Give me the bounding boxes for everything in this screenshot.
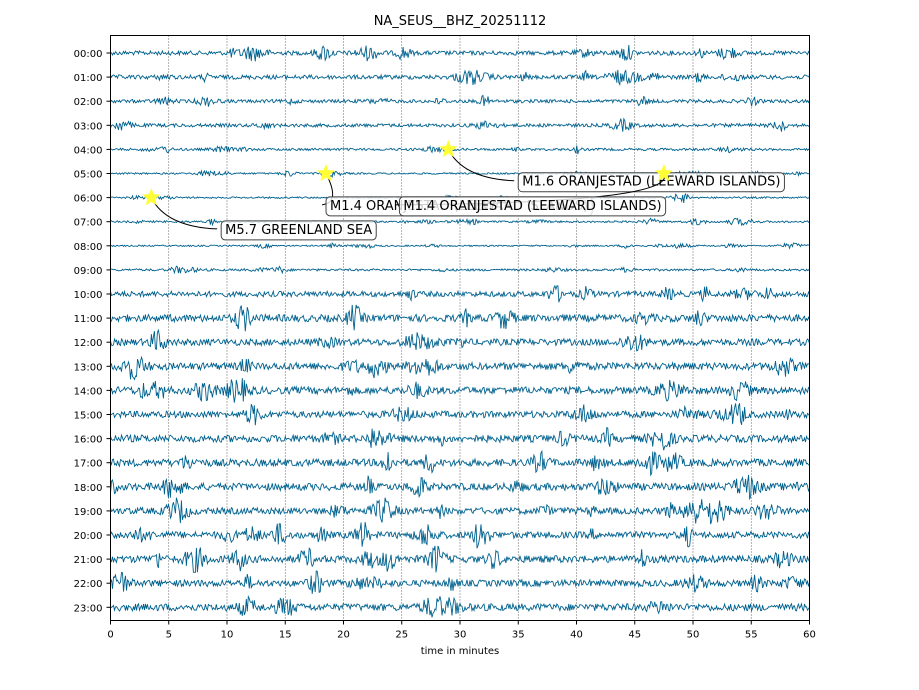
trace-row-08:00	[110, 242, 810, 250]
x-tick-label-15: 15	[279, 630, 292, 641]
trace-row-14:00	[110, 378, 810, 403]
trace-row-11:00	[110, 304, 810, 332]
row-label-07:00: 07:00	[74, 218, 103, 229]
trace-row-00:00	[110, 44, 810, 62]
x-tick-label-25: 25	[395, 630, 408, 641]
event-star	[439, 139, 458, 158]
row-label-23:00: 23:00	[74, 603, 103, 614]
row-label-17:00: 17:00	[74, 459, 103, 470]
event-label-box	[517, 172, 785, 193]
x-tick-label-45: 45	[628, 630, 641, 641]
trace-row-19:00	[110, 497, 810, 525]
event-label: M1.4 ORANJESTAD (LEEWARD ISLANDS)	[403, 199, 661, 214]
row-label-03:00: 03:00	[74, 121, 103, 132]
row-label-10:00: 10:00	[74, 290, 103, 301]
event-label-box	[398, 196, 667, 217]
x-axis-label: time in minutes	[421, 646, 500, 657]
trace-row-02:00	[110, 94, 810, 107]
trace-group	[110, 44, 810, 618]
x-tick-label-30: 30	[454, 630, 467, 641]
row-label-05:00: 05:00	[74, 170, 103, 181]
event-star	[142, 187, 161, 206]
row-label-09:00: 09:00	[74, 266, 103, 277]
x-tick-label-5: 5	[166, 630, 172, 641]
row-label-00:00: 00:00	[74, 49, 103, 60]
x-tick-label-10: 10	[221, 630, 234, 641]
row-label-08:00: 08:00	[74, 242, 103, 253]
trace-row-09:00	[110, 265, 810, 275]
x-tick-label-40: 40	[570, 630, 583, 641]
row-label-13:00: 13:00	[74, 362, 103, 373]
x-tick-label-20: 20	[337, 630, 350, 641]
x-tick-label-0: 0	[107, 630, 113, 641]
x-tick-label-55: 55	[745, 630, 758, 641]
row-label-15:00: 15:00	[74, 411, 103, 422]
trace-row-01:00	[110, 69, 810, 87]
row-label-20:00: 20:00	[74, 531, 103, 542]
row-label-01:00: 01:00	[74, 73, 103, 84]
trace-row-17:00	[110, 449, 810, 477]
event-star	[654, 163, 674, 182]
row-label-12:00: 12:00	[74, 338, 103, 349]
x-tick-label-50: 50	[687, 630, 700, 641]
trace-row-04:00	[110, 145, 810, 155]
event-star	[316, 163, 336, 182]
event-label: M5.7 GREENLAND SEA	[225, 223, 372, 238]
row-label-18:00: 18:00	[74, 483, 103, 494]
row-label-14:00: 14:00	[74, 386, 103, 397]
x-tick-label-60: 60	[803, 630, 816, 641]
trace-row-13:00	[110, 355, 810, 381]
trace-row-15:00	[110, 403, 810, 426]
chart-title: NA_SEUS__BHZ_20251112	[374, 14, 547, 29]
event-markers: M1.6 ORANJESTAD (LEEWARD ISLANDS) M1.4 OR…	[142, 139, 785, 241]
row-label-02:00: 02:00	[74, 97, 103, 108]
trace-row-05:00	[110, 169, 810, 179]
row-label-04:00: 04:00	[74, 145, 103, 156]
plot-frame	[110, 35, 810, 621]
row-label-11:00: 11:00	[74, 314, 103, 325]
event-label-box	[220, 220, 377, 241]
event-connector	[150, 197, 218, 230]
row-label-21:00: 21:00	[74, 555, 103, 566]
trace-row-12:00	[110, 328, 810, 352]
row-label-06:00: 06:00	[74, 194, 103, 205]
trace-row-03:00	[110, 117, 810, 132]
trace-row-22:00	[110, 570, 810, 594]
trace-row-21:00	[110, 545, 810, 573]
x-tick-labels: 0 5 10 15 20 25 30 35 40 45 50 55 60	[107, 620, 816, 641]
trace-row-18:00	[110, 474, 810, 501]
row-label-22:00: 22:00	[74, 579, 103, 590]
event-connector	[447, 149, 515, 182]
event-label: M1.6 ORANJESTAD (LEEWARD ISLANDS)	[522, 175, 780, 190]
trace-row-10:00	[110, 284, 810, 303]
row-label-19:00: 19:00	[74, 507, 103, 518]
x-tick-label-35: 35	[512, 630, 525, 641]
trace-row-23:00	[110, 594, 810, 618]
y-tick-labels: 00:00 01:00 02:00 03:00 04:00 05:00 06:00 07:00…	[74, 49, 111, 614]
trace-row-16:00	[110, 426, 810, 451]
row-label-16:00: 16:00	[74, 435, 103, 446]
trace-row-20:00	[110, 522, 810, 549]
